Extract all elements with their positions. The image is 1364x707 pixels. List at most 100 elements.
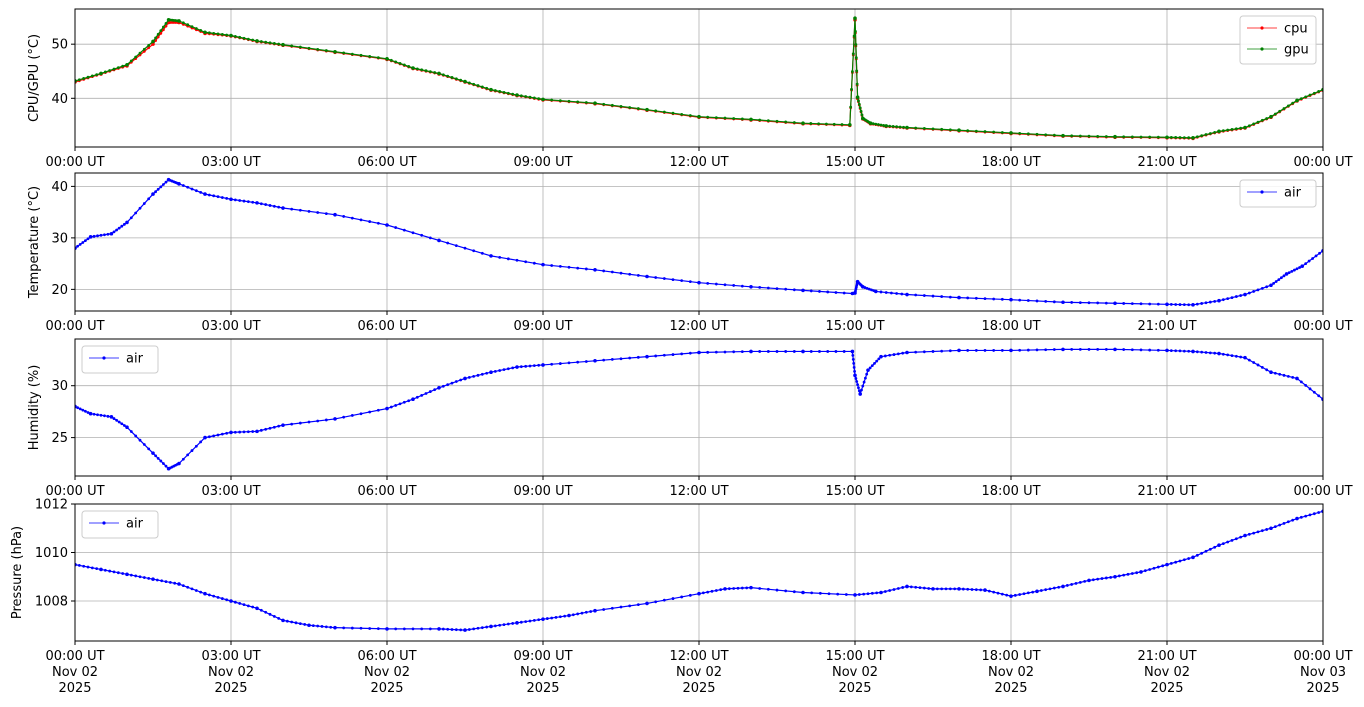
data-point-air	[944, 587, 948, 591]
data-point-air	[109, 415, 114, 419]
data-point-air	[992, 590, 996, 594]
data-point-air	[914, 585, 918, 589]
data-point-gpu	[511, 92, 515, 96]
data-point-air	[177, 582, 181, 586]
data-point-gpu	[817, 122, 820, 126]
data-point-air	[164, 180, 168, 184]
data-point-air	[537, 363, 541, 367]
data-point-air	[1269, 283, 1273, 288]
data-point-air	[680, 595, 684, 599]
data-point-gpu	[775, 119, 779, 123]
data-point-air	[138, 575, 142, 579]
data-point-air	[1226, 297, 1230, 301]
data-point-air	[1130, 348, 1134, 352]
data-point-air	[134, 574, 138, 578]
data-point-air	[316, 624, 320, 628]
data-point-air	[147, 576, 151, 580]
data-point-gpu	[277, 42, 281, 46]
data-point-gpu	[99, 71, 103, 76]
data-point-air	[1161, 564, 1165, 568]
data-point-air	[454, 380, 458, 383]
legend-marker-air	[1260, 190, 1264, 194]
data-point-air	[558, 264, 562, 268]
data-point-gpu	[220, 33, 224, 36]
data-point-gpu	[307, 46, 311, 50]
data-point-air	[125, 572, 129, 577]
x-tick-label: 00:00 UT Nov 03 2025	[1293, 649, 1352, 696]
data-point-air	[290, 207, 294, 211]
data-point-air	[316, 211, 320, 214]
data-point-air	[454, 628, 458, 632]
data-point-air	[818, 350, 821, 353]
data-point-air	[842, 291, 846, 295]
data-point-air	[974, 588, 978, 592]
data-point-air	[1243, 355, 1247, 360]
data-point-air	[1000, 297, 1004, 301]
data-point-gpu	[628, 106, 632, 109]
data-point-air	[1148, 568, 1152, 571]
legend-label-air: air	[126, 352, 144, 367]
data-point-air	[90, 566, 94, 570]
data-point-air	[905, 350, 909, 355]
data-point-air	[852, 361, 856, 365]
data-point-air	[147, 447, 151, 451]
data-point-air	[888, 353, 892, 357]
data-point-air	[220, 196, 224, 199]
data-point-air	[511, 366, 515, 370]
x-tick-label: 12:00 UT Nov 02 2025	[669, 649, 728, 696]
data-point-air	[480, 251, 484, 255]
data-point-air	[745, 586, 749, 590]
data-point-air	[940, 349, 944, 353]
data-point-air	[636, 603, 640, 607]
data-point-air	[528, 364, 532, 368]
data-point-air	[324, 212, 328, 215]
data-point-gpu	[854, 29, 857, 33]
data-point-air	[662, 598, 666, 602]
data-point-gpu	[1295, 98, 1299, 103]
data-point-air	[909, 585, 913, 589]
data-point-air	[1308, 387, 1312, 391]
data-point-air	[877, 357, 881, 361]
data-point-gpu	[385, 56, 389, 61]
data-point-air	[545, 617, 549, 620]
data-point-gpu	[125, 62, 129, 67]
data-point-air	[801, 590, 805, 595]
data-point-air	[701, 591, 705, 595]
data-point-air	[1247, 358, 1251, 362]
data-point-air	[1061, 300, 1065, 305]
data-point-air	[1277, 278, 1281, 281]
data-point-air	[1311, 257, 1314, 260]
data-point-air	[834, 291, 838, 294]
data-point-air	[580, 611, 584, 615]
data-point-air	[853, 373, 857, 378]
data-point-gpu	[1174, 136, 1178, 139]
data-point-air	[1234, 537, 1238, 541]
data-point-air	[238, 602, 242, 605]
data-point-air	[766, 587, 770, 591]
data-point-air	[194, 189, 198, 193]
data-point-air	[251, 605, 255, 609]
data-point-gpu	[898, 125, 902, 129]
data-point-air	[281, 423, 285, 427]
data-point-air	[636, 273, 640, 277]
data-point-gpu	[784, 120, 788, 124]
data-point-gpu	[415, 67, 419, 71]
data-point-air	[801, 349, 805, 354]
data-point-gpu	[255, 39, 259, 43]
data-point-air	[229, 599, 233, 603]
data-point-air	[1230, 354, 1234, 358]
data-point-air	[268, 204, 272, 207]
data-point-air	[99, 413, 103, 417]
data-point-air	[1018, 593, 1022, 596]
data-point-air	[1287, 271, 1291, 275]
data-point-gpu	[154, 36, 158, 40]
data-point-gpu	[207, 31, 211, 35]
data-point-gpu	[324, 49, 328, 52]
data-point-air	[86, 411, 90, 414]
x-tick-label: 09:00 UT	[513, 484, 572, 499]
data-point-gpu	[368, 55, 372, 58]
data-point-gpu	[156, 32, 160, 36]
data-point-air	[1169, 562, 1173, 565]
data-point-air	[229, 430, 233, 435]
data-point-air	[117, 226, 121, 230]
